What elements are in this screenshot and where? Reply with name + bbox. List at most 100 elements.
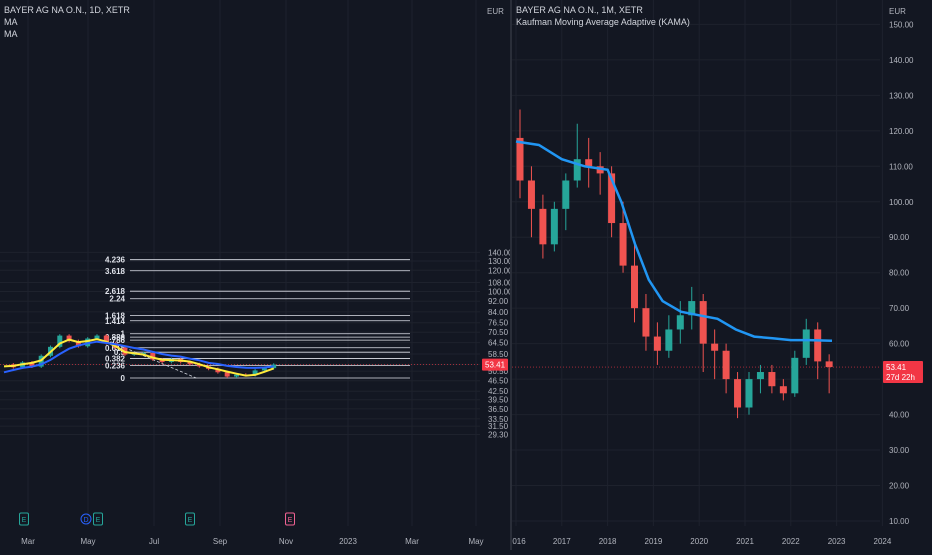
candle-body	[94, 335, 100, 339]
event-marker-label: E	[96, 517, 101, 524]
monthly-chart-svg[interactable]: EUR 150.00 140.00 130.00 120.00 110.00 100.00 9…	[512, 0, 932, 550]
left-y-tick: 50.50	[488, 367, 509, 376]
left-y-tick: 108.00	[488, 279, 510, 288]
fib-level-label: 0.382	[105, 354, 126, 363]
right-x-tick: 2018	[599, 537, 617, 546]
left-currency-label: EUR	[487, 7, 504, 16]
right-y-tick: 90.00	[889, 233, 910, 242]
fib-level-label: 2.24	[109, 295, 125, 304]
candle-body	[57, 335, 63, 347]
dividend-marker	[80, 513, 92, 525]
right-x-tick: 2017	[553, 537, 571, 546]
candle-body	[562, 180, 570, 209]
right-y-tick: 140.00	[889, 56, 914, 65]
candle-body	[734, 379, 742, 408]
candle-body	[75, 340, 81, 347]
right-price-tag-text: 53.41	[886, 363, 907, 372]
candle-body	[550, 208, 558, 245]
candle-body	[234, 374, 239, 377]
fib-level-label: 0.236	[105, 361, 126, 370]
fib-level-label: 2.618	[105, 287, 126, 296]
right-x-tick: 2022	[782, 537, 800, 546]
left-y-tick: 39.50	[488, 396, 509, 405]
candle-body	[756, 372, 764, 380]
fib-level-label: 4.236	[105, 256, 126, 265]
candle-body	[802, 329, 810, 358]
candle-body	[573, 159, 581, 181]
left-y-tick: 31.50	[488, 422, 509, 431]
right-y-tick: 150.00	[889, 20, 914, 29]
right-y-tick: 110.00	[889, 162, 913, 171]
right-x-tick: 2021	[736, 537, 754, 546]
candle-body	[527, 180, 535, 209]
monthly-chart-pane[interactable]: EUR 150.00 140.00 130.00 120.00 110.00 100.00 9…	[512, 0, 932, 550]
right-y-tick: 70.00	[889, 304, 910, 313]
left-y-tick: 29.30	[488, 431, 509, 440]
left-x-tick: Jul	[149, 537, 159, 546]
right-y-tick: 130.00	[889, 91, 914, 100]
fib-level-label: 0.886	[105, 333, 126, 342]
fib-level-label: 1.618	[105, 311, 126, 320]
candle-body	[711, 343, 719, 351]
earnings-marker	[285, 512, 295, 526]
candle-body	[141, 352, 146, 354]
ma-blue-line	[3, 340, 274, 374]
left-price-tag	[482, 358, 508, 371]
candle-body	[619, 223, 627, 266]
left-y-tick: 76.50	[488, 319, 509, 328]
daily-chart-pane[interactable]: 4.236 3.618 2.618 2.24 1.618 1.414 1 0.886 0.786…	[0, 0, 513, 550]
candle-body	[653, 336, 661, 351]
right-x-tick: 2024	[874, 537, 892, 546]
candle-body	[722, 350, 730, 380]
right-x-tick: 2020	[690, 537, 708, 546]
candle-body	[271, 364, 277, 369]
right-y-tick: 120.00	[889, 127, 914, 136]
right-currency-label: EUR	[889, 7, 906, 16]
right-y-tick: 100.00	[889, 198, 914, 207]
ma1-legend[interactable]: MA	[4, 17, 18, 27]
left-y-tick: 140.00	[488, 248, 510, 257]
left-x-tick: May	[468, 537, 483, 546]
candle-body	[779, 386, 787, 394]
candle-body	[608, 173, 616, 224]
left-y-tick: 92.00	[488, 297, 509, 306]
earnings-marker	[93, 512, 103, 526]
left-y-tick: 33.50	[488, 415, 509, 424]
left-y-tick: 46.50	[488, 377, 509, 386]
right-y-tick: 20.00	[889, 482, 910, 491]
candle-body	[745, 379, 753, 408]
right-y-tick: 60.00	[889, 340, 910, 349]
candle-body	[642, 308, 650, 337]
left-y-tick: 130.00	[488, 257, 510, 266]
candle-body	[29, 362, 35, 367]
candle-body	[187, 362, 193, 365]
left-y-tick: 58.50	[488, 350, 509, 359]
candle-body	[215, 368, 221, 373]
right-price-tag	[883, 361, 923, 384]
earnings-marker	[19, 512, 29, 526]
left-x-tick: Nov	[279, 537, 293, 546]
monthly-chart-title: BAYER AG NA O.N., 1M, XETR	[516, 5, 643, 15]
candle-body	[103, 335, 109, 344]
event-marker-label: D	[83, 517, 88, 524]
daily-chart-title: BAYER AG NA O.N., 1D, XETR	[4, 5, 130, 15]
candle-body	[699, 301, 707, 344]
left-x-tick: Mar	[405, 537, 419, 546]
candle-body	[539, 208, 547, 245]
left-y-tick: 64.50	[488, 339, 509, 348]
kama-legend[interactable]: Kaufman Moving Average Adaptive (KAMA)	[516, 17, 690, 27]
right-y-tick: 80.00	[889, 269, 910, 278]
ma2-legend[interactable]: MA	[4, 29, 18, 39]
candle-body	[676, 315, 684, 330]
right-x-tick: 2019	[645, 537, 663, 546]
daily-chart-legend: BAYER AG NA O.N., 1D, XETR MA MA	[4, 4, 130, 40]
fib-level-label: 0.786	[105, 336, 126, 345]
candle-body	[261, 368, 267, 371]
left-price-tag-text: 53.41	[485, 361, 506, 370]
pane-divider[interactable]	[510, 0, 512, 550]
candle-body	[224, 372, 230, 377]
right-y-tick: 40.00	[889, 411, 910, 420]
candle-body	[665, 329, 673, 351]
right-y-tick: 30.00	[889, 446, 910, 455]
